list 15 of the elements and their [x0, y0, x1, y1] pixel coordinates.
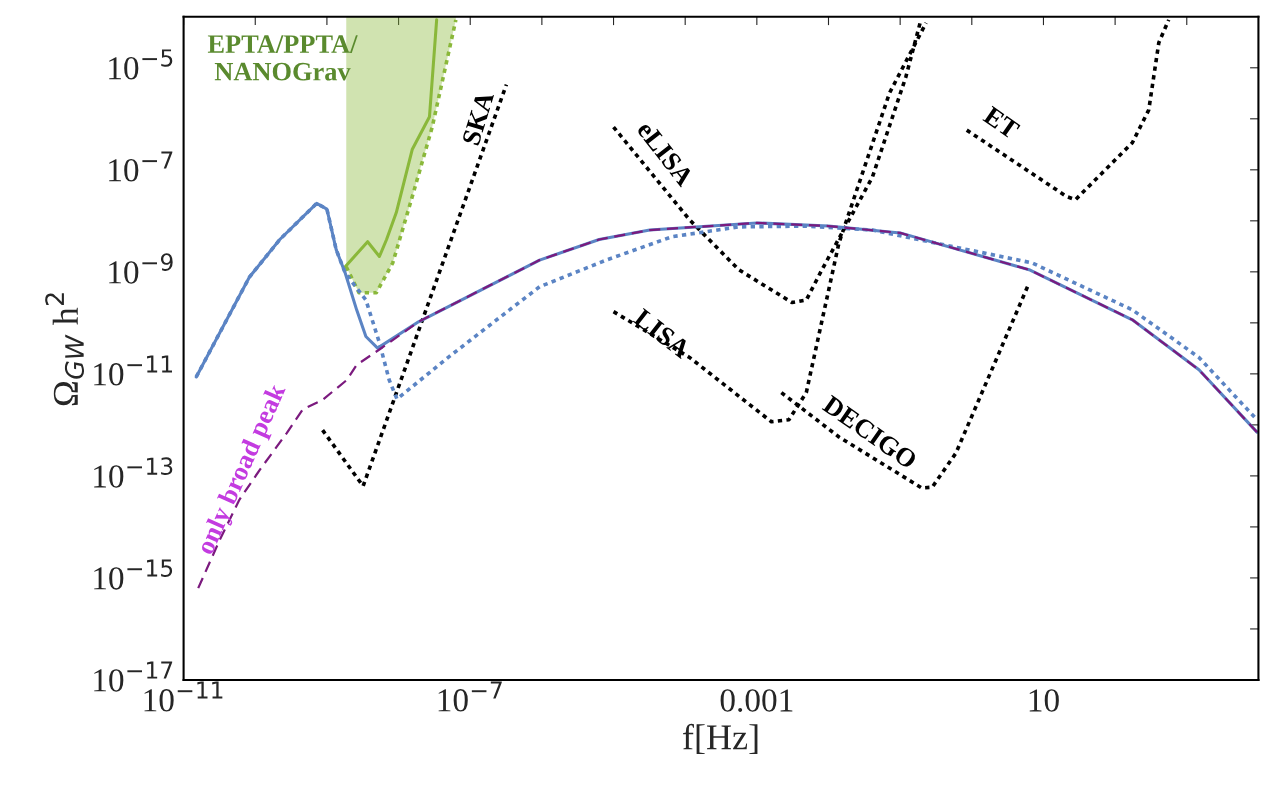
x-tick-label: 0.001: [720, 689, 793, 712]
y-tick-label: 10$^{−5}$: [109, 49, 173, 80]
y-tick-label: 10$^{−13}$: [94, 457, 173, 488]
x-tick-label: 10$^{−7}$: [438, 681, 502, 712]
x-tick-label: 10: [1029, 689, 1059, 712]
x-axis-title: f[Hz]: [683, 723, 758, 755]
y-tick-label: 10$^{−15}$: [94, 559, 173, 590]
text: SKA: [461, 90, 495, 146]
text: ET: [982, 105, 1021, 140]
y-tick-label: 10$^{−11}$: [94, 355, 173, 386]
text: EPTA/PPTA/ NANOGrav: [207, 35, 358, 81]
y-tick-label: 10$^{−9}$: [109, 253, 173, 284]
text: only broad peak: [194, 381, 291, 558]
y-axis-title: Ω$_{GW}$ h$^{2}$: [45, 293, 85, 406]
y-tick-label: 10$^{−7}$: [109, 151, 173, 182]
